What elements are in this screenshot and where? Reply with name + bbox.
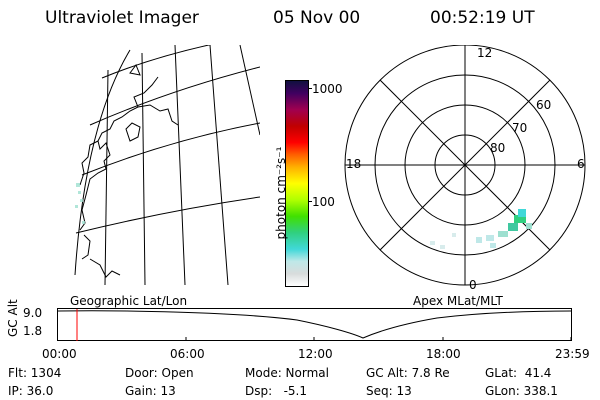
longitude-line [239, 45, 260, 136]
polar-plot [344, 45, 586, 286]
geographic-longitude: GLon: 338.1 [485, 384, 558, 398]
coastline [129, 63, 141, 76]
longitude-line [104, 69, 109, 286]
x-tick-1800: 18:00 [426, 347, 461, 361]
mlt-diagonal [379, 79, 551, 251]
x-tick-2359: 23:59 [555, 347, 590, 361]
aurora-emission [430, 209, 532, 249]
dsp-value: Dsp: -5.1 [245, 384, 308, 398]
gc-alt-axis-label: GC Alt [6, 299, 20, 337]
gc-altitude: GC Alt: 7.8 Re [366, 366, 450, 380]
aurora-pixels [75, 183, 85, 224]
mlt-label-6: 6 [577, 157, 585, 171]
mode-status: Mode: Normal [245, 366, 329, 380]
flight-number: Flt: 1304 [8, 366, 62, 380]
geographic-latitude: GLat: 41.4 [485, 366, 552, 380]
coastline [79, 140, 111, 231]
coastline [89, 258, 121, 278]
coastline [125, 122, 141, 142]
altitude-plot [57, 308, 572, 341]
y-tick-9: 9.0 [23, 306, 43, 320]
mlt-label-18: 18 [346, 157, 362, 171]
coastline [137, 104, 179, 126]
latitude-line [75, 196, 260, 234]
x-tick-1200: 12:00 [298, 347, 333, 361]
colorbar-tick-1000: 1000 [312, 82, 343, 96]
colorbar-tick-mark [308, 88, 312, 89]
mlat-label-80: 80 [490, 141, 506, 155]
geographic-map [74, 45, 260, 286]
mlt-label-12: 12 [477, 46, 493, 60]
colorbar-tick-100: 100 [312, 195, 335, 209]
longitude-line [174, 45, 186, 286]
apex-title: Apex MLat/MLT [413, 294, 503, 308]
longitude-line [141, 52, 146, 286]
colorbar-units-label: photon cm⁻²s⁻¹ [274, 146, 288, 240]
instrument-title: Ultraviolet Imager [45, 8, 199, 28]
image-date: 05 Nov 00 [273, 8, 361, 28]
coastline [97, 76, 159, 142]
color-scale-bar [285, 80, 309, 287]
longitude-line [209, 45, 229, 286]
mlt-label-0: 0 [469, 278, 477, 292]
image-time: 00:52:19 UT [430, 8, 535, 28]
coastline [81, 234, 91, 260]
y-tick-1-8: 1.8 [23, 324, 43, 338]
geographic-title: Geographic Lat/Lon [70, 294, 188, 308]
gain-value: Gain: 13 [125, 384, 176, 398]
altitude-curve [57, 310, 572, 339]
door-status: Door: Open [125, 366, 194, 380]
ip-value: IP: 36.0 [8, 384, 54, 398]
sequence-number: Seq: 13 [366, 384, 412, 398]
globe-limb [74, 49, 131, 276]
colorbar-tick-mark [308, 201, 312, 202]
mlat-label-60: 60 [536, 98, 552, 112]
mlat-label-70: 70 [512, 121, 528, 135]
latitude-line [89, 66, 260, 126]
x-tick-0600: 06:00 [170, 347, 205, 361]
x-tick-0000: 00:00 [42, 347, 77, 361]
latitude-line [81, 122, 260, 176]
